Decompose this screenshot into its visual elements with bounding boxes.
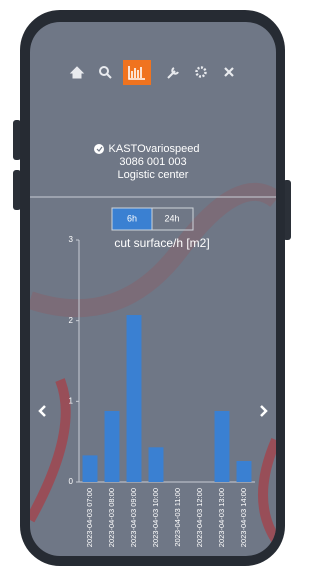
status-icon	[94, 144, 104, 154]
y-tick-label: 2	[69, 316, 74, 325]
bar	[149, 447, 164, 482]
x-tick-label: 2023-04-03 08:00	[107, 488, 116, 547]
x-tick-label: 2023-04-03 13:00	[217, 488, 226, 547]
x-tick-label: 2023-04-03 10:00	[151, 488, 160, 547]
device-location: Logistic center	[118, 169, 189, 181]
y-tick-label: 3	[69, 235, 74, 244]
x-tick-label: 2023-04-03 11:00	[173, 488, 182, 547]
bar	[83, 455, 98, 482]
chart-tab-active[interactable]	[123, 60, 151, 85]
bar	[105, 411, 120, 482]
side-button	[13, 170, 21, 210]
bar	[237, 461, 252, 482]
device-name: KASTOvariospeed	[109, 143, 200, 155]
y-tick-label: 0	[69, 477, 74, 486]
device-number: 3086 001 003	[119, 156, 186, 168]
bar	[215, 411, 230, 482]
x-tick-label: 2023-04-03 09:00	[129, 488, 138, 547]
x-tick-label: 2023-04-03 14:00	[239, 488, 248, 547]
chart-title: cut surface/h [m2]	[114, 236, 209, 250]
phone-screenshot: KASTOvariospeed 3086 001 003 Logistic ce…	[0, 0, 293, 568]
range-button-label: 6h	[127, 213, 137, 223]
x-tick-label: 2023-04-03 07:00	[85, 488, 94, 547]
range-button-label: 24h	[164, 213, 179, 223]
bar	[127, 315, 142, 482]
x-tick-label: 2023-04-03 12:00	[195, 488, 204, 547]
y-tick-label: 1	[69, 396, 74, 405]
side-button	[13, 120, 21, 160]
